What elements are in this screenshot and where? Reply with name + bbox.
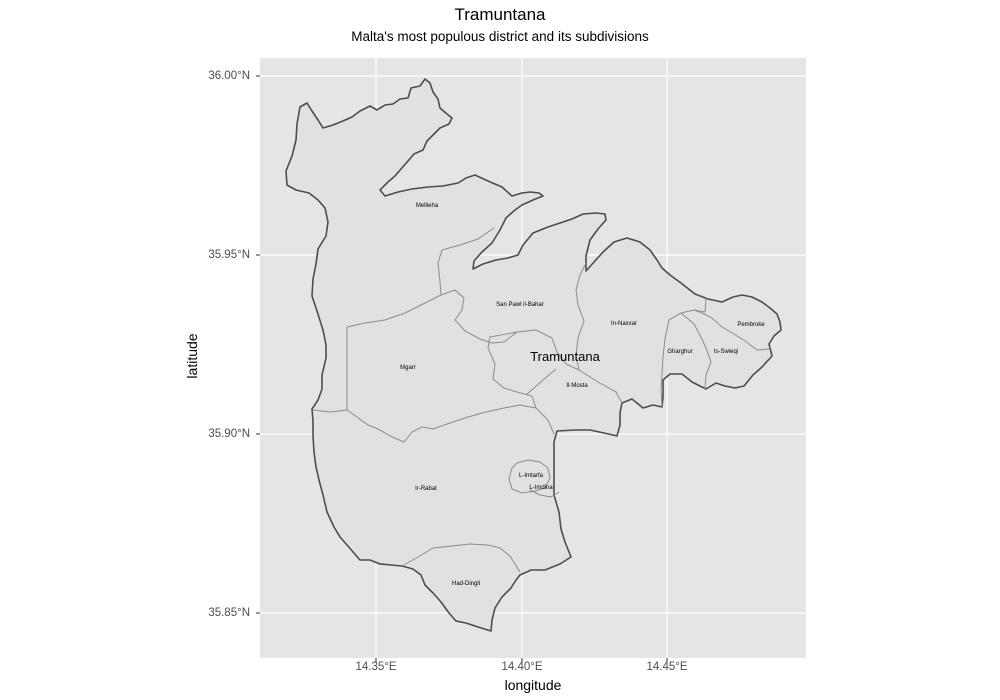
map-subtitle: Malta's most populous district and its s… bbox=[351, 29, 649, 44]
x-tick-label: 14.45°E bbox=[646, 661, 688, 673]
y-tick-label: 35.95°N bbox=[208, 249, 250, 261]
y-tick-label: 35.90°N bbox=[208, 428, 250, 440]
label-san-pawl-il-bahar: San Pawl il-Bahar bbox=[496, 302, 544, 308]
label-l-imtarfa: L-Imtarfa bbox=[519, 473, 544, 479]
label-is-swieqi: Is-Swieqi bbox=[714, 349, 738, 355]
tramuntana-district-shape bbox=[285, 78, 782, 632]
label-had-dingli: Had-Dingli bbox=[452, 581, 480, 587]
y-axis-title: latitude bbox=[184, 333, 200, 379]
label-il-mosta: Il-Mosta bbox=[566, 383, 588, 389]
x-axis-title: longitude bbox=[504, 677, 562, 693]
label-l-imdina: L-Imdina bbox=[529, 485, 553, 491]
label-pembroke: Pembroke bbox=[737, 322, 765, 328]
label-in-naxxar: In-Naxxar bbox=[611, 321, 637, 327]
map-title: Tramuntana bbox=[454, 5, 546, 24]
label-mellieha: Mellieha bbox=[416, 203, 439, 209]
y-tick-label: 36.00°N bbox=[208, 70, 250, 82]
label-mgarr: Mgarr bbox=[400, 365, 416, 371]
subdivision-boundaries bbox=[312, 227, 770, 573]
x-tick-label: 14.40°E bbox=[501, 661, 543, 673]
y-tick-label: 35.85°N bbox=[208, 607, 250, 619]
label-gharghur: Gharghur bbox=[667, 349, 692, 355]
x-tick-label: 14.35°E bbox=[355, 661, 397, 673]
label-ir-rabat: Ir-Rabat bbox=[415, 486, 437, 492]
district-label: Tramuntana bbox=[530, 349, 600, 364]
tick-marks bbox=[256, 75, 668, 662]
